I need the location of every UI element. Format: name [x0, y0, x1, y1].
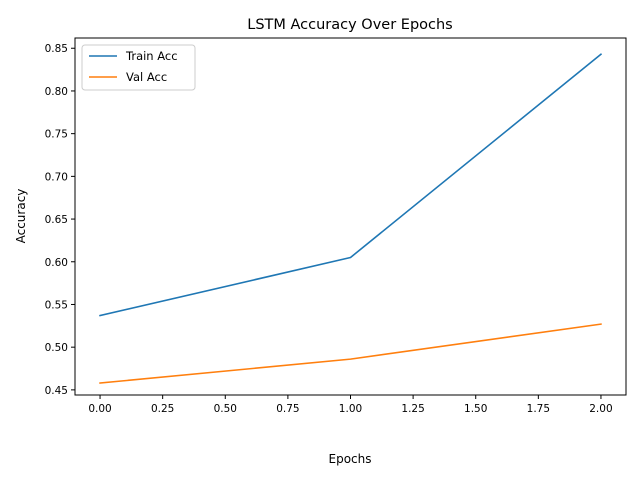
x-axis: 0.00 0.25 0.50 0.75 1.00 1.25 1.50 1.75 2.00 — [88, 395, 613, 415]
series-line-train-acc — [99, 53, 603, 317]
y-tick-label: 0.55 — [45, 299, 68, 311]
y-tick-label: 0.80 — [45, 86, 68, 98]
y-tick-label: 0.50 — [45, 342, 68, 354]
x-tick-label: 0.25 — [151, 403, 174, 415]
x-axis-label: Epochs — [329, 452, 372, 466]
series-line-val-acc — [99, 323, 602, 384]
chart-title: LSTM Accuracy Over Epochs — [247, 17, 453, 33]
y-axis-label: Accuracy — [14, 189, 28, 244]
legend-label: Val Acc — [126, 70, 167, 84]
x-tick-label: 2.00 — [589, 403, 612, 415]
plot-layer — [99, 53, 603, 384]
x-tick-label: 1.25 — [401, 403, 424, 415]
x-tick-label: 1.75 — [527, 403, 550, 415]
x-tick-label: 1.50 — [464, 403, 487, 415]
x-tick-label: 0.00 — [88, 403, 111, 415]
y-tick-label: 0.65 — [45, 214, 68, 226]
y-axis: 0.45 0.50 0.55 0.60 0.65 0.70 0.75 0.80 0.85 — [45, 43, 75, 397]
x-tick-label: 0.50 — [214, 403, 237, 415]
x-tick-label: 1.00 — [339, 403, 362, 415]
legend: Train Acc Val Acc — [81, 44, 196, 91]
y-tick-label: 0.60 — [45, 257, 68, 269]
x-tick-label: 0.75 — [276, 403, 299, 415]
y-tick-label: 0.75 — [45, 129, 68, 141]
y-tick-label: 0.85 — [45, 43, 68, 55]
legend-label: Train Acc — [125, 49, 178, 63]
y-tick-label: 0.70 — [45, 171, 68, 183]
y-tick-label: 0.45 — [45, 385, 68, 397]
